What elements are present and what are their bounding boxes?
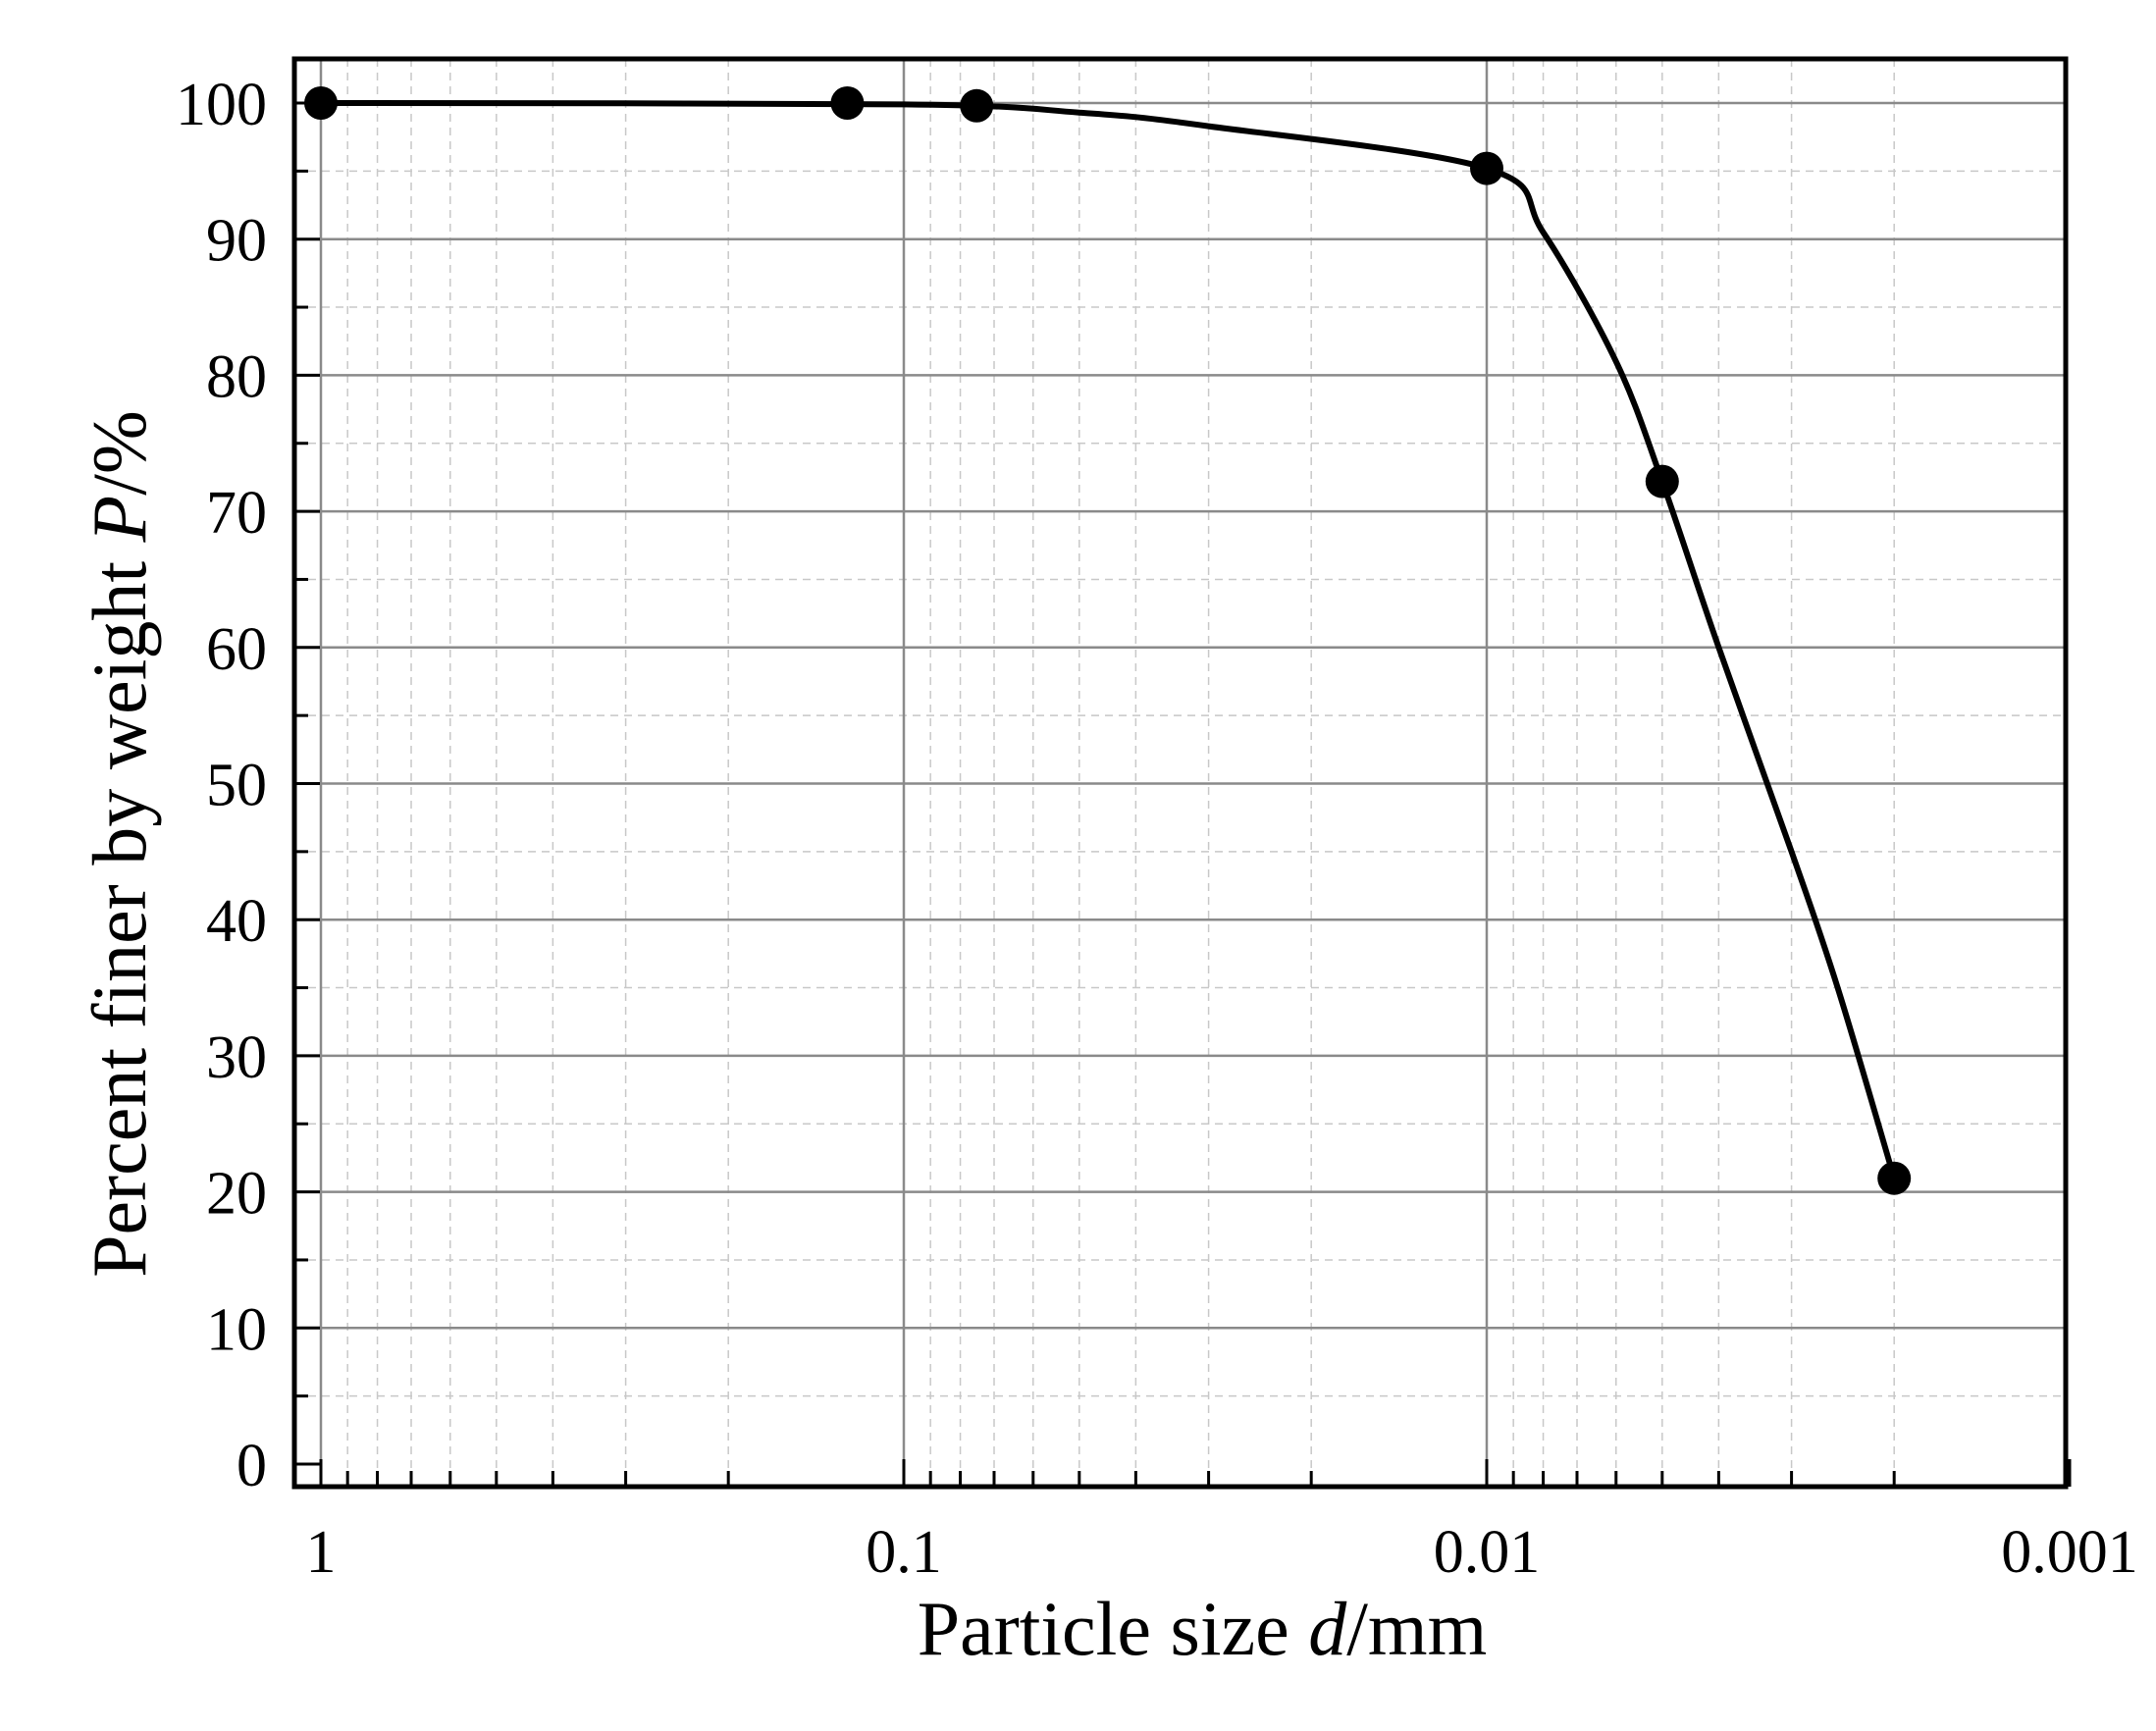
data-point bbox=[1645, 464, 1679, 498]
x-tick-label: 1 bbox=[306, 1519, 337, 1586]
axis-ticks bbox=[294, 101, 2072, 1487]
y-tick-label: 100 bbox=[176, 72, 267, 138]
data-point bbox=[830, 86, 865, 120]
minor-gridlines bbox=[294, 59, 2066, 1487]
data-point bbox=[960, 88, 994, 123]
x-tick-label: 0.1 bbox=[866, 1519, 942, 1586]
gradation-curve bbox=[318, 100, 1898, 1181]
y-tick-label: 10 bbox=[206, 1296, 267, 1363]
data-points bbox=[304, 86, 1912, 1195]
x-tick-labels: 1 0.1 0.01 0.001 bbox=[306, 1519, 2138, 1586]
x-tick-label: 0.01 bbox=[1434, 1519, 1541, 1586]
y-tick-label: 50 bbox=[206, 753, 267, 819]
data-point bbox=[1470, 151, 1503, 185]
plot-frame bbox=[291, 56, 2069, 1490]
y-tick-label: 20 bbox=[206, 1161, 267, 1228]
y-tick-label: 40 bbox=[206, 888, 267, 955]
y-axis-title: Percent finer by weight P/% bbox=[77, 410, 162, 1278]
major-gridlines bbox=[294, 59, 2066, 1487]
data-point bbox=[304, 86, 338, 120]
data-point bbox=[1877, 1161, 1912, 1195]
y-tick-label: 30 bbox=[206, 1024, 267, 1091]
x-axis-title: Particle size d/mm bbox=[918, 1586, 1488, 1671]
y-tick-label: 80 bbox=[206, 343, 267, 410]
y-tick-label: 90 bbox=[206, 208, 267, 275]
y-tick-label: 60 bbox=[206, 616, 267, 683]
x-tick-label: 0.001 bbox=[2001, 1519, 2138, 1586]
y-tick-labels: 0 10 20 30 40 50 60 70 80 90 100 bbox=[176, 72, 267, 1499]
y-tick-label: 0 bbox=[237, 1433, 267, 1499]
y-tick-label: 70 bbox=[206, 480, 267, 547]
